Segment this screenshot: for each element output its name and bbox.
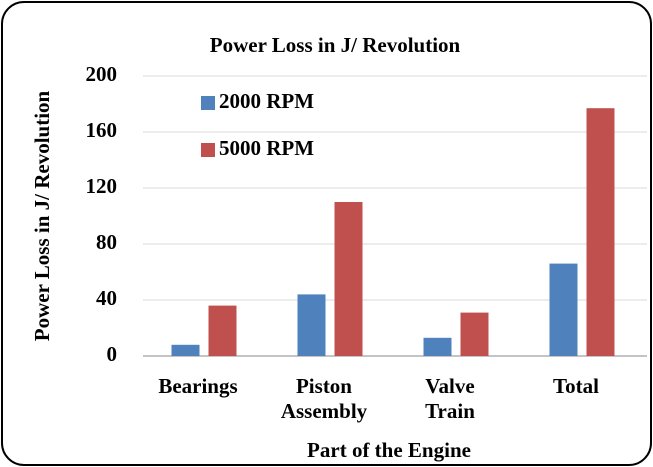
- bar: [586, 108, 615, 356]
- bar: [334, 202, 363, 356]
- legend-label: 2000 RPM: [219, 89, 314, 113]
- y-tick-label: 40: [96, 286, 117, 310]
- y-tick-label: 0: [107, 342, 118, 366]
- legend-label: 5000 RPM: [219, 136, 314, 160]
- y-tick-label: 80: [96, 230, 117, 254]
- y-axis-label: Power Loss in J/ Revolution: [30, 90, 54, 341]
- y-tick-label: 160: [86, 118, 118, 142]
- bar: [423, 337, 452, 356]
- chart-title: Power Loss in J/ Revolution: [210, 33, 461, 57]
- bar: [208, 305, 237, 356]
- x-tick-label: Piston Assembly: [281, 374, 368, 423]
- legend-swatch: [201, 143, 215, 157]
- y-tick-label: 200: [86, 62, 118, 86]
- bar: [171, 344, 200, 356]
- bar: [549, 263, 578, 356]
- x-tick-label: Total: [553, 374, 599, 398]
- bar: [460, 312, 489, 356]
- x-axis-label: Part of the Engine: [307, 438, 471, 462]
- legend-swatch: [201, 96, 215, 110]
- x-tick-label: Valve Train: [425, 374, 475, 423]
- x-tick-label: Bearings: [158, 374, 237, 398]
- bar: [297, 294, 326, 356]
- y-tick-label: 120: [86, 174, 118, 198]
